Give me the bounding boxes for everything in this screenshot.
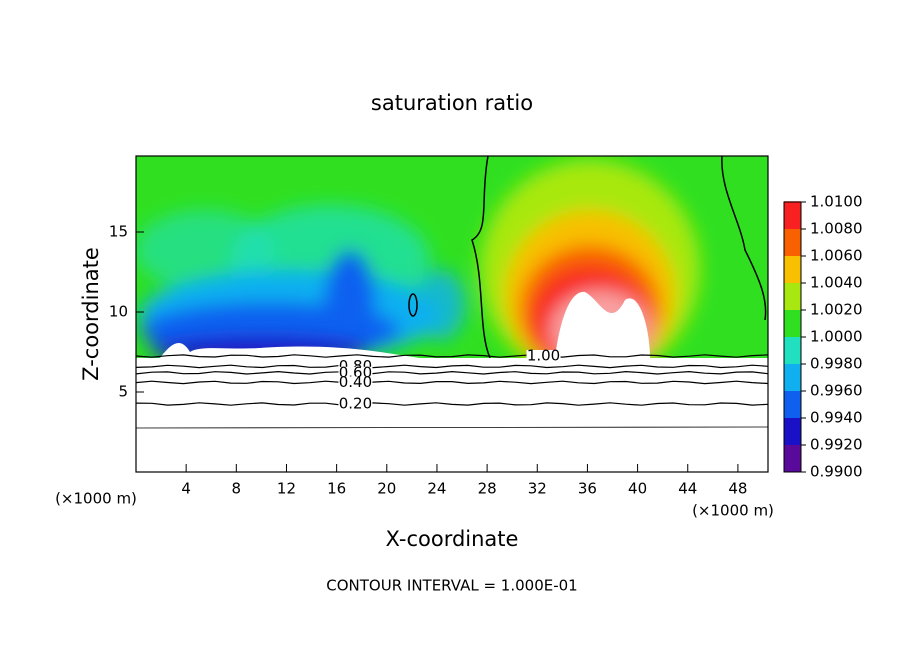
contour-line <box>471 156 491 358</box>
colorbar-swatch <box>784 283 801 310</box>
contour-label-bg <box>338 366 373 379</box>
x-unit-left: (×1000 m) <box>55 490 137 508</box>
contour-label-bg <box>338 376 373 389</box>
x-tick-label: 28 <box>478 480 497 498</box>
x-unit-right: (×1000 m) <box>692 502 774 520</box>
footer: CONTOUR INTERVAL = 1.000E-01 <box>326 577 577 595</box>
x-tick-label: 8 <box>232 480 242 498</box>
colorbar-swatch <box>784 337 801 364</box>
x-tick-label: 4 <box>181 480 191 498</box>
colorbar-tick-label: 1.0060 <box>810 247 863 265</box>
colorbar-tick-label: 1.0020 <box>810 301 863 319</box>
colorbar-swatch <box>784 391 801 418</box>
colorbar-swatch <box>784 445 801 472</box>
colorbar-swatch <box>784 418 801 445</box>
contour-label: 0.20 <box>339 395 372 413</box>
contour-label: 0.40 <box>339 373 372 391</box>
contour-line <box>135 364 769 369</box>
field <box>136 156 768 358</box>
colorbar-tick-label: 1.0100 <box>810 193 863 211</box>
colorbar-tick-label: 1.0080 <box>810 220 863 238</box>
colorbar-tick-label: 0.9900 <box>810 463 863 481</box>
colorbar-swatch <box>784 364 801 391</box>
colorbar-tick-label: 1.0040 <box>810 274 863 292</box>
x-tick-label: 16 <box>327 480 346 498</box>
contour-line <box>135 426 769 429</box>
contour-label-bg <box>526 350 561 362</box>
colorbar-swatch <box>784 310 801 337</box>
field-region <box>415 270 465 340</box>
colorbar-tick-label: 0.9980 <box>810 355 863 373</box>
colorbar-swatch <box>784 256 801 283</box>
x-tick-label: 24 <box>427 480 446 498</box>
contour-label: 1.00 <box>527 347 560 365</box>
y-axis-label: Z-coordinate <box>79 247 103 381</box>
colorbar-tick-label: 0.9940 <box>810 409 863 427</box>
chart-title: saturation ratio <box>371 91 533 115</box>
contour-line <box>135 354 769 358</box>
x-axis-label: X-coordinate <box>386 527 519 551</box>
field-gap <box>160 342 420 358</box>
contour-label-bg <box>338 398 373 410</box>
colorbar-swatch <box>784 202 801 229</box>
contour-line <box>135 402 769 406</box>
contour-line <box>135 370 769 375</box>
x-tick-label: 32 <box>528 480 547 498</box>
contour-line <box>408 293 418 317</box>
plot-frame <box>135 155 769 473</box>
contour-line <box>721 156 767 321</box>
y-tick-label: 15 <box>109 223 128 241</box>
y-tick-label: 5 <box>118 383 128 401</box>
field-region <box>325 250 375 350</box>
x-tick-label: 40 <box>628 480 647 498</box>
x-tick-label: 36 <box>578 480 597 498</box>
x-tick-label: 12 <box>277 480 296 498</box>
contour-line <box>135 380 769 385</box>
x-tick-label: 20 <box>377 480 396 498</box>
field-gap <box>555 291 650 358</box>
colorbar-tick-label: 0.9920 <box>810 436 863 454</box>
colorbar-tick-label: 0.9960 <box>810 382 863 400</box>
colorbar-tick-label: 1.0000 <box>810 328 863 346</box>
x-tick-label: 48 <box>728 480 747 498</box>
colorbar-swatch <box>784 229 801 256</box>
y-tick-label: 10 <box>109 303 128 321</box>
x-tick-label: 44 <box>678 480 697 498</box>
